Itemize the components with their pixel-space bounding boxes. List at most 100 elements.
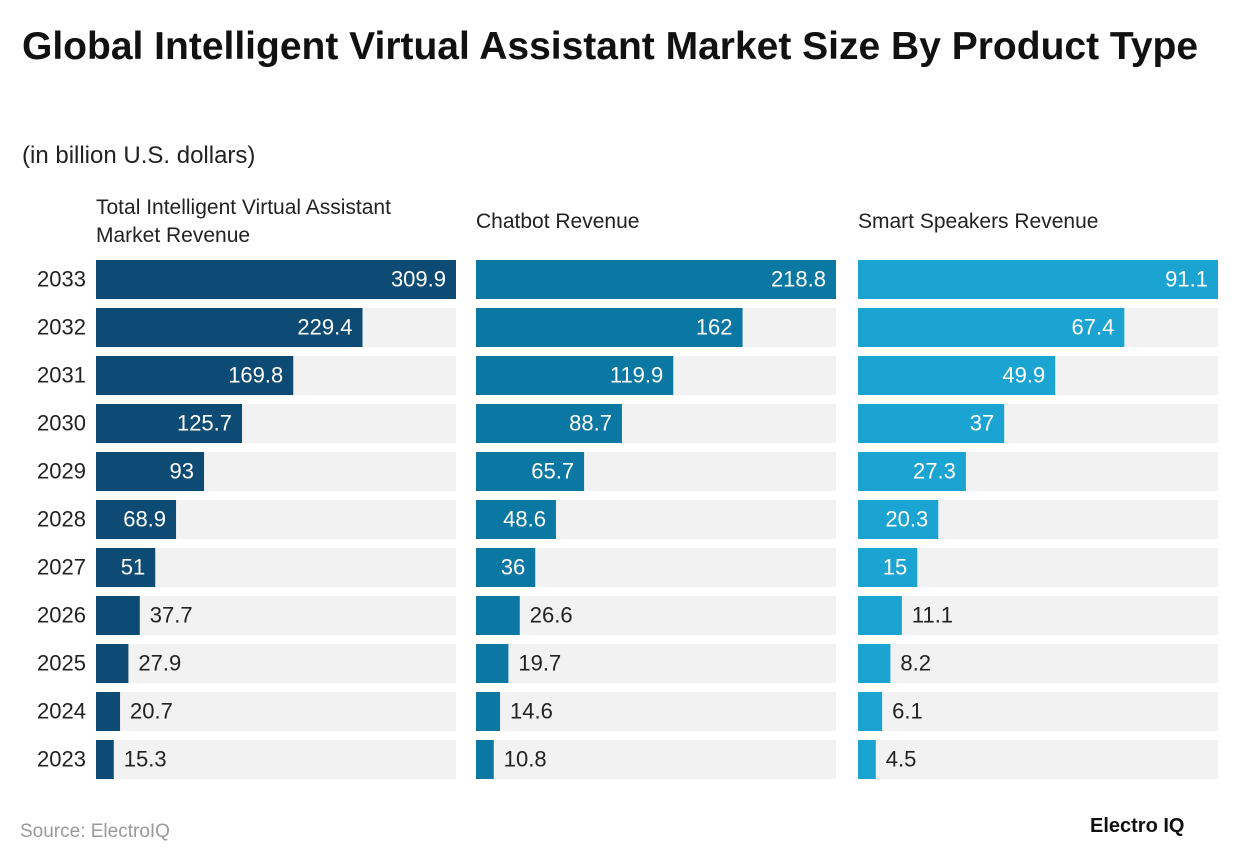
bar	[858, 644, 891, 683]
bar	[858, 452, 966, 491]
value-label: 309.9	[391, 266, 446, 291]
bar	[858, 596, 902, 635]
value-label: 119.9	[610, 362, 663, 387]
bar-track	[96, 596, 456, 635]
value-label: 169.8	[228, 362, 283, 387]
value-label: 68.9	[123, 506, 166, 531]
bar	[858, 500, 939, 539]
value-label: 67.4	[1072, 314, 1115, 339]
bar	[96, 596, 140, 635]
bar	[858, 404, 1005, 443]
value-label: 11.1	[912, 602, 953, 627]
y-tick-label: 2029	[37, 458, 86, 483]
value-label: 15.3	[124, 746, 167, 771]
y-tick-label: 2027	[37, 554, 86, 579]
value-label: 91.1	[1165, 266, 1208, 291]
bar	[96, 500, 177, 539]
bar	[96, 644, 129, 683]
bar-track	[476, 548, 836, 587]
y-tick-label: 2026	[37, 602, 86, 627]
y-tick-label: 2033	[37, 266, 86, 291]
value-label: 26.6	[530, 602, 573, 627]
panel-title: Chatbot Revenue	[476, 210, 640, 233]
panel-title-box: Smart Speakers Revenue	[858, 210, 1099, 233]
value-label: 49.9	[1002, 362, 1045, 387]
value-label: 4.5	[886, 746, 917, 771]
value-label: 93	[170, 458, 194, 483]
value-label: 14.6	[510, 698, 553, 723]
bar	[96, 356, 294, 395]
value-label: 37.7	[150, 602, 193, 627]
bar	[858, 260, 1218, 299]
y-tick-label: 2031	[37, 362, 86, 387]
y-tick-label: 2032	[37, 314, 86, 339]
value-label: 51	[121, 554, 145, 579]
bar	[476, 452, 585, 491]
value-label: 27.3	[913, 458, 956, 483]
value-label: 36	[501, 554, 525, 579]
value-label: 20.3	[885, 506, 928, 531]
y-tick-label: 2028	[37, 506, 86, 531]
bar	[476, 548, 536, 587]
bar-track	[476, 596, 836, 635]
value-label: 10.8	[504, 746, 547, 771]
bar	[96, 404, 243, 443]
bar-track	[858, 692, 1218, 731]
value-label: 218.8	[771, 266, 826, 291]
bar	[96, 692, 121, 731]
bar	[476, 404, 622, 443]
bar-track	[476, 644, 836, 683]
value-label: 125.7	[177, 410, 232, 435]
bar	[96, 452, 205, 491]
bar-track	[96, 548, 456, 587]
bar	[858, 740, 876, 779]
value-label: 65.7	[531, 458, 574, 483]
bar	[476, 740, 494, 779]
bar-track	[858, 596, 1218, 635]
bar	[858, 548, 918, 587]
value-label: 229.4	[297, 314, 352, 339]
bar	[476, 692, 501, 731]
value-label: 37	[970, 410, 994, 435]
bar-track	[858, 548, 1218, 587]
bar	[476, 596, 520, 635]
bar	[476, 356, 674, 395]
bar-track	[476, 740, 836, 779]
bar	[96, 740, 114, 779]
bar	[858, 356, 1056, 395]
value-label: 6.1	[892, 698, 923, 723]
value-label: 27.9	[138, 650, 181, 675]
value-label: 48.6	[503, 506, 546, 531]
bar-track	[96, 740, 456, 779]
chart-subtitle: (in billion U.S. dollars)	[22, 142, 256, 169]
bar	[96, 260, 456, 299]
value-label: 19.7	[518, 650, 561, 675]
source: Source: ElectroIQ	[20, 821, 170, 842]
value-label: 20.7	[130, 698, 173, 723]
panel-title-box: Total Intelligent Virtual Assistant Mark…	[96, 196, 391, 247]
value-label: 15	[883, 554, 907, 579]
bar	[476, 500, 556, 539]
chart-title: Global Intelligent Virtual Assistant Mar…	[22, 25, 1199, 68]
y-tick-label: 2030	[37, 410, 86, 435]
bar	[858, 308, 1125, 347]
y-tick-label: 2023	[37, 746, 86, 771]
bar	[476, 644, 509, 683]
logo: Electro IQ	[1090, 815, 1185, 837]
bar-track	[858, 644, 1218, 683]
bar	[858, 692, 883, 731]
value-label: 162	[696, 314, 733, 339]
bar-track	[476, 692, 836, 731]
bar-track	[96, 692, 456, 731]
y-tick-label: 2024	[37, 698, 86, 723]
panel-title: Total Intelligent Virtual Assistant Mark…	[96, 196, 391, 247]
bar	[96, 548, 156, 587]
bar	[476, 308, 743, 347]
y-tick-label: 2025	[37, 650, 86, 675]
value-label: 88.7	[569, 410, 612, 435]
bar-track	[96, 644, 456, 683]
panel-title: Smart Speakers Revenue	[858, 210, 1099, 233]
value-label: 8.2	[900, 650, 931, 675]
